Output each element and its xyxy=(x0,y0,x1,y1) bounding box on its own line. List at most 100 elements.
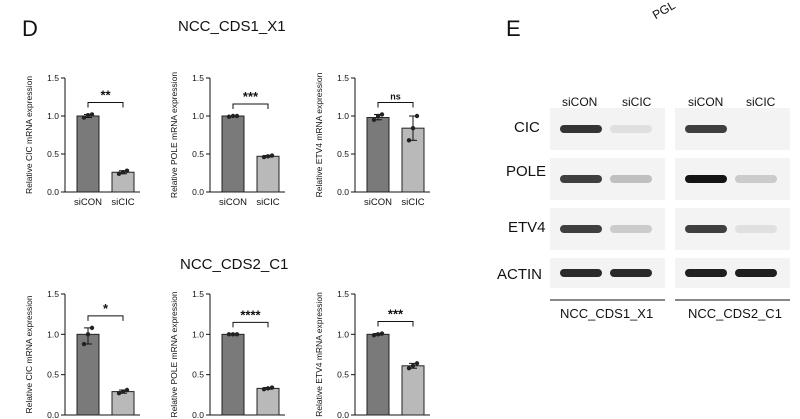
y-tick-label: 1.0 xyxy=(47,329,59,339)
bar xyxy=(111,171,135,193)
data-point xyxy=(371,332,377,338)
significance-label: * xyxy=(103,301,109,316)
y-tick-label: 0.5 xyxy=(337,149,349,159)
data-point xyxy=(265,154,271,159)
data-point xyxy=(226,332,232,337)
bar xyxy=(221,333,245,416)
data-point xyxy=(379,331,385,336)
blot-band xyxy=(610,269,652,277)
y-axis-label: Relative CIC mRNA expression xyxy=(24,295,34,413)
y-tick-label: 0.5 xyxy=(337,370,349,380)
blot-band xyxy=(685,225,727,233)
y-axis-label: Relative CIC mRNA expression xyxy=(24,76,34,194)
significance-label: ** xyxy=(100,87,111,102)
significance-label: *** xyxy=(243,89,259,104)
data-point xyxy=(230,113,236,119)
data-point xyxy=(120,389,126,394)
bar xyxy=(76,115,100,193)
blot-band xyxy=(685,125,727,133)
blot-band xyxy=(610,225,652,233)
y-axis-label: Relative POLE mRNA expression xyxy=(169,72,179,198)
data-point xyxy=(230,332,236,337)
bar xyxy=(111,391,135,416)
significance-bracket xyxy=(232,103,269,109)
y-tick-label: 1.0 xyxy=(47,111,59,121)
y-tick-label: 0.0 xyxy=(47,410,59,419)
data-point xyxy=(89,325,95,331)
panel-e-letter: E xyxy=(506,16,521,41)
y-tick-label: 0.5 xyxy=(192,149,204,159)
data-point xyxy=(375,113,381,119)
x-category-label: siCIC xyxy=(256,197,279,208)
bar-chart-cic-cds1: Relative CIC mRNA expression 0.0 0.5 1.0 1.5… xyxy=(24,73,140,208)
y-tick-label: 0.5 xyxy=(47,149,59,159)
y-axis-label: Relative ETV4 mRNA expression xyxy=(314,292,324,417)
data-point xyxy=(124,168,130,173)
section-title-2: NCC_CDS2_C1 xyxy=(180,256,289,273)
y-axis-label: Relative POLE mRNA expression xyxy=(169,291,179,417)
blot-label-pole: POLE xyxy=(506,163,547,180)
x-category-label: siCIC xyxy=(401,197,424,208)
y-tick-label: 0.5 xyxy=(192,370,204,380)
y-tick-label: 0.0 xyxy=(337,187,349,197)
bar-chart-etv4-cds1: Relative ETV4 mRNA expression 0.0 0.5 1.0 1.… xyxy=(314,72,430,208)
y-tick-label: 0.5 xyxy=(47,370,59,380)
y-tick-label: 1.5 xyxy=(47,289,59,299)
blot-band xyxy=(560,125,602,133)
blot-band xyxy=(735,269,777,277)
bar xyxy=(256,387,280,416)
y-tick-label: 1.0 xyxy=(192,111,204,121)
western-blot-image xyxy=(550,108,790,301)
y-tick-label: 1.0 xyxy=(337,111,349,121)
data-point xyxy=(226,114,232,119)
y-tick-label: 1.0 xyxy=(337,329,349,339)
significance-bracket xyxy=(377,101,414,108)
data-point xyxy=(89,112,95,117)
data-point xyxy=(371,117,377,122)
significance-bracket xyxy=(87,315,124,321)
y-tick-label: 1.0 xyxy=(192,329,204,339)
blot-band xyxy=(685,175,727,183)
x-category-label: siCIC xyxy=(111,197,134,208)
y-tick-label: 1.5 xyxy=(337,289,349,299)
data-point xyxy=(85,113,91,118)
blot-band xyxy=(610,125,652,133)
bar-chart-etv4-cds2: Relative ETV4 mRNA expression 0.0 0.5 1.0 1.… xyxy=(314,289,430,419)
data-point xyxy=(414,113,420,119)
data-point xyxy=(116,171,122,176)
x-category-label: siCON xyxy=(219,197,247,208)
lane-label-3: siCON xyxy=(688,95,724,109)
data-point xyxy=(116,391,122,396)
blot-band xyxy=(685,269,727,277)
data-point xyxy=(261,154,267,160)
data-point xyxy=(406,366,412,371)
data-point xyxy=(379,112,385,117)
data-point xyxy=(234,332,240,337)
blot-band xyxy=(610,175,652,183)
x-category-label: siCON xyxy=(364,197,392,208)
data-point xyxy=(406,138,412,143)
lane-label-2: siCIC xyxy=(622,95,652,109)
data-point xyxy=(410,125,416,131)
bar xyxy=(256,155,280,193)
data-point xyxy=(124,387,130,393)
blot-label-cic: CIC xyxy=(514,119,540,136)
blot-band xyxy=(735,175,777,183)
y-tick-label: 1.5 xyxy=(337,73,349,83)
data-point xyxy=(375,332,381,337)
data-point xyxy=(81,341,87,347)
lane-label-1: siCON xyxy=(562,95,598,109)
bar-chart-pole-cds1: Relative POLE mRNA expression 0.0 0.5 1.0 1.… xyxy=(169,72,285,208)
significance-label: ns xyxy=(390,91,401,101)
y-tick-label: 1.5 xyxy=(192,289,204,299)
y-tick-label: 1.5 xyxy=(47,73,59,83)
blot-label-actin: ACTIN xyxy=(497,266,542,283)
significance-bracket xyxy=(87,101,124,108)
significance-bracket xyxy=(232,321,269,328)
y-tick-label: 0.0 xyxy=(192,187,204,197)
section-title-1: NCC_CDS1_X1 xyxy=(178,18,286,35)
data-point xyxy=(85,332,91,337)
y-tick-label: 0.0 xyxy=(47,187,59,197)
bar xyxy=(76,333,100,416)
data-point xyxy=(234,113,240,119)
